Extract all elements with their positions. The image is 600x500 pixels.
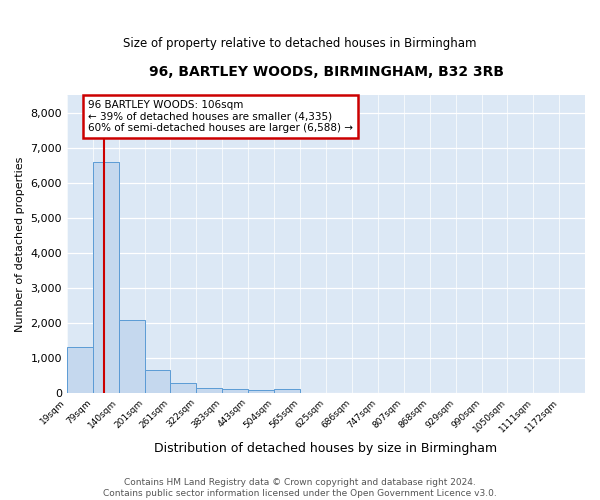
Bar xyxy=(223,389,248,392)
Bar xyxy=(145,370,170,392)
Bar xyxy=(274,389,300,392)
Y-axis label: Number of detached properties: Number of detached properties xyxy=(15,156,25,332)
Bar xyxy=(92,162,119,392)
X-axis label: Distribution of detached houses by size in Birmingham: Distribution of detached houses by size … xyxy=(154,442,497,455)
Text: 96 BARTLEY WOODS: 106sqm
← 39% of detached houses are smaller (4,335)
60% of sem: 96 BARTLEY WOODS: 106sqm ← 39% of detach… xyxy=(88,100,353,133)
Text: Contains HM Land Registry data © Crown copyright and database right 2024.
Contai: Contains HM Land Registry data © Crown c… xyxy=(103,478,497,498)
Bar xyxy=(248,390,274,392)
Bar xyxy=(67,347,92,393)
Text: Size of property relative to detached houses in Birmingham: Size of property relative to detached ho… xyxy=(123,38,477,51)
Title: 96, BARTLEY WOODS, BIRMINGHAM, B32 3RB: 96, BARTLEY WOODS, BIRMINGHAM, B32 3RB xyxy=(149,65,503,79)
Bar xyxy=(196,388,223,392)
Bar xyxy=(170,382,196,392)
Bar xyxy=(119,320,145,392)
